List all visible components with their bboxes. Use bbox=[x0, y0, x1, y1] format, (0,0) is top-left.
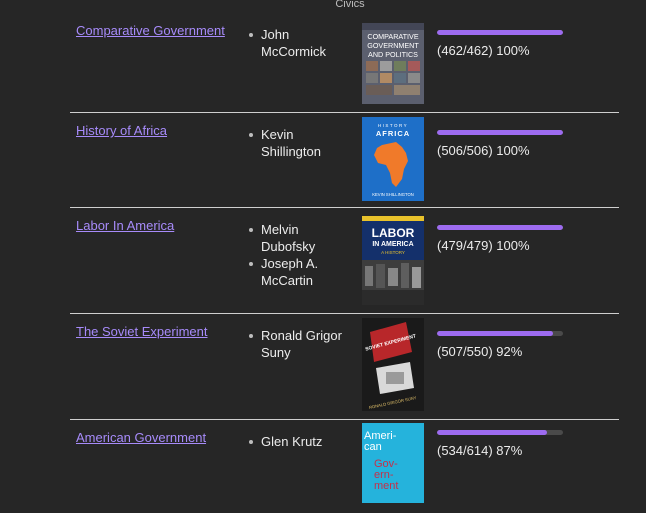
book-cover-image: COMPARATIVE GOVERNMENT AND POLITICS bbox=[362, 23, 424, 104]
book-title-link[interactable]: Labor In America bbox=[76, 218, 175, 233]
cover-text: AND POLITICS bbox=[368, 50, 418, 59]
cover-text: AFRICA bbox=[376, 129, 410, 138]
progress-bar-fill bbox=[437, 130, 563, 135]
progress-text: (534/614) 87% bbox=[437, 443, 523, 458]
reading-progress: (507/550) 92% bbox=[437, 331, 567, 359]
book-title-link[interactable]: Comparative Government bbox=[76, 23, 225, 38]
book-title-link[interactable]: The Soviet Experiment bbox=[76, 324, 208, 339]
table-row: The Soviet Experiment Ronald Grigor Suny… bbox=[70, 314, 619, 420]
progress-bar-fill bbox=[437, 225, 563, 230]
author-name: Ronald Grigor Suny bbox=[249, 327, 349, 361]
cover-text: LABOR bbox=[372, 226, 415, 240]
table-row: Labor In America Melvin Dubofsky Joseph … bbox=[70, 208, 619, 314]
table-row: American Government Glen Krutz Ameri- ca… bbox=[70, 420, 619, 513]
section-title: Civics bbox=[335, 0, 365, 10]
reading-progress: (479/479) 100% bbox=[437, 225, 567, 253]
cover-text: A HISTORY bbox=[381, 250, 405, 255]
author-list: Kevin Shillington bbox=[249, 126, 349, 160]
cover-text: IN AMERICA bbox=[372, 241, 413, 248]
cover-text: HISTORY bbox=[378, 123, 408, 128]
cover-text: can bbox=[364, 441, 382, 453]
progress-bar bbox=[437, 430, 563, 435]
cover-text: Ameri- bbox=[364, 430, 397, 442]
book-title-link[interactable]: American Government bbox=[76, 430, 207, 445]
progress-bar-fill bbox=[437, 30, 563, 35]
cover-text: Gov- bbox=[374, 458, 398, 470]
book-cover-image: LABOR IN AMERICA A HISTORY bbox=[362, 216, 424, 305]
book-cover-image: HISTORY AFRICA KEVIN SHILLINGTON bbox=[362, 117, 424, 201]
progress-bar bbox=[437, 130, 563, 135]
author-name: Kevin Shillington bbox=[249, 126, 349, 160]
reading-progress: (462/462) 100% bbox=[437, 30, 567, 58]
author-name: Glen Krutz bbox=[249, 433, 349, 450]
progress-bar-fill bbox=[437, 331, 553, 336]
author-list: Glen Krutz bbox=[249, 433, 349, 450]
reading-progress: (534/614) 87% bbox=[437, 430, 567, 458]
progress-bar bbox=[437, 331, 563, 336]
table-row: Comparative Government John McCormick CO… bbox=[70, 13, 619, 113]
author-list: Ronald Grigor Suny bbox=[249, 327, 349, 361]
cover-text: KEVIN SHILLINGTON bbox=[372, 192, 414, 197]
progress-bar bbox=[437, 30, 563, 35]
table-row: History of Africa Kevin Shillington HIST… bbox=[70, 113, 619, 208]
progress-bar-fill bbox=[437, 430, 547, 435]
reading-progress: (506/506) 100% bbox=[437, 130, 567, 158]
author-name: Melvin Dubofsky bbox=[249, 221, 349, 255]
progress-bar bbox=[437, 225, 563, 230]
author-list: John McCormick bbox=[249, 26, 349, 60]
book-cover-image: SOVIET EXPERIMENT RONALD GRIGOR SUNY bbox=[362, 318, 424, 411]
author-name: Joseph A. McCartin bbox=[249, 255, 349, 289]
cover-text: ern- bbox=[374, 469, 394, 481]
book-cover-image: Ameri- can Gov- ern- ment bbox=[362, 423, 424, 503]
progress-text: (479/479) 100% bbox=[437, 238, 530, 253]
book-title-link[interactable]: History of Africa bbox=[76, 123, 168, 138]
author-name: John McCormick bbox=[249, 26, 349, 60]
progress-text: (507/550) 92% bbox=[437, 344, 523, 359]
progress-text: (506/506) 100% bbox=[437, 143, 530, 158]
cover-text: COMPARATIVE bbox=[367, 32, 418, 41]
author-list: Melvin Dubofsky Joseph A. McCartin bbox=[249, 221, 349, 289]
progress-text: (462/462) 100% bbox=[437, 43, 530, 58]
cover-text: ment bbox=[374, 480, 398, 492]
cover-text: GOVERNMENT bbox=[367, 41, 419, 50]
